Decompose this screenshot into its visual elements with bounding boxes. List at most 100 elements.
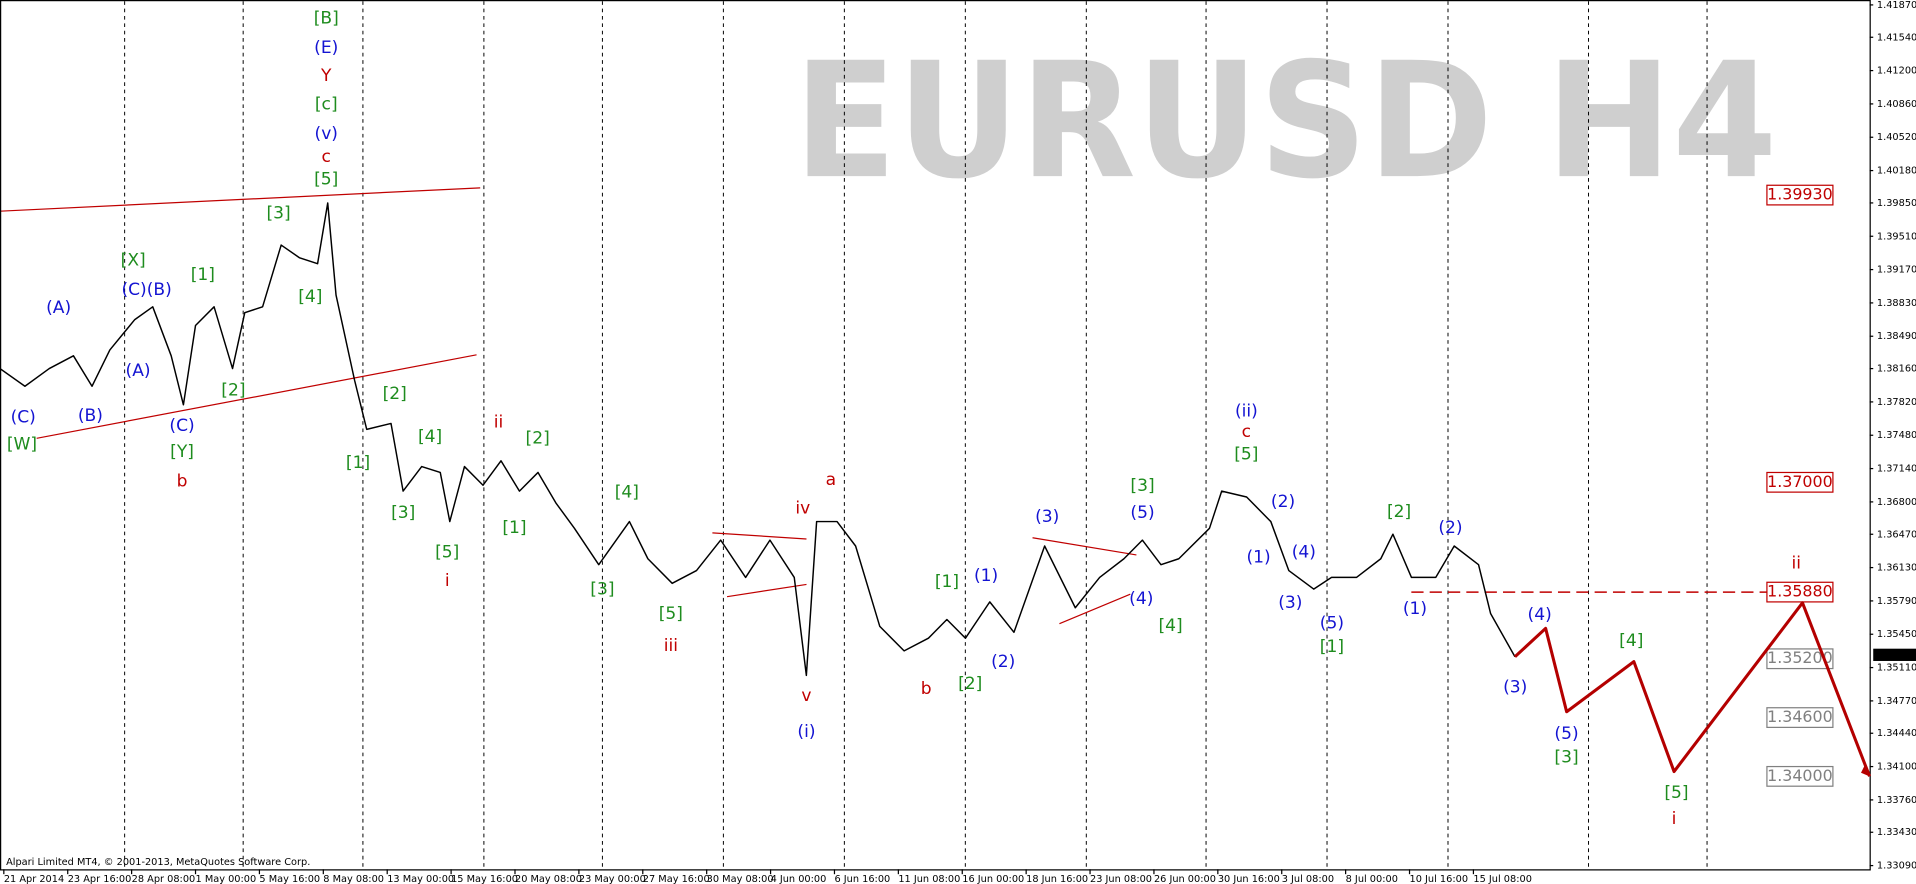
- x-tick-label: 27 May 16:00: [643, 874, 710, 884]
- forecast-line: [1513, 601, 1871, 777]
- x-tick-label: 26 Jun 00:00: [1154, 874, 1216, 884]
- wave-label: [W]: [7, 434, 37, 454]
- x-tick-label: 30 Jun 16:00: [1218, 874, 1280, 884]
- trend-line: [0, 187, 481, 212]
- wave-label: i: [1672, 809, 1677, 829]
- wave-label: [2]: [526, 428, 550, 448]
- x-tick-label: 20 May 08:00: [515, 874, 582, 884]
- wave-label: [2]: [1387, 502, 1411, 522]
- wave-label: (1): [974, 566, 998, 586]
- wave-label: (2): [1438, 518, 1462, 538]
- x-tick-label: 4 Jun 00:00: [771, 874, 827, 884]
- x-tick-label: 5 May 16:00: [259, 874, 320, 884]
- wave-label: Y: [320, 66, 332, 86]
- y-tick-label: 1.34100: [1877, 762, 1916, 773]
- x-tick-label: 11 Jun 08:00: [898, 874, 960, 884]
- period-separators: [124, 1, 1708, 870]
- y-tick-label: 1.34770: [1877, 696, 1916, 707]
- wave-label: (2): [991, 652, 1015, 672]
- wave-label: [1]: [502, 518, 526, 538]
- trend-line: [726, 583, 807, 598]
- level-label: 1.34600: [1767, 707, 1833, 726]
- wave-label: (C)(B): [121, 280, 171, 300]
- level-box: [1766, 581, 1834, 603]
- x-tick-label: 8 May 08:00: [323, 874, 384, 884]
- wave-label: (v): [315, 124, 338, 144]
- wave-label: (3): [1503, 678, 1527, 698]
- y-tick-label: 1.41870: [1877, 0, 1916, 11]
- y-tick-label: 1.35110: [1877, 663, 1916, 674]
- y-tick-label: 1.38160: [1877, 364, 1916, 375]
- level-box: [1766, 471, 1834, 493]
- y-tick-label: 1.37140: [1877, 464, 1916, 475]
- y-tick-label: 1.33430: [1877, 827, 1916, 838]
- trend-line: [712, 532, 807, 540]
- trend-line: [1032, 537, 1137, 556]
- level-label: 1.37000: [1767, 472, 1833, 491]
- wave-label: [3]: [391, 503, 415, 523]
- wave-label: [5]: [1234, 444, 1258, 464]
- forecast-arrowhead: [1861, 765, 1870, 777]
- wave-label: (5): [1554, 724, 1578, 744]
- wave-label: (A): [46, 298, 71, 318]
- y-tick-label: 1.38830: [1877, 298, 1916, 309]
- last-price-label: 1.35240: [1876, 650, 1916, 661]
- wave-label: [5]: [659, 604, 683, 624]
- wave-label: (5): [1320, 614, 1344, 634]
- wave-label: [c]: [315, 94, 338, 114]
- wave-label: b: [921, 679, 932, 699]
- wave-label: (4): [1129, 589, 1153, 609]
- wave-label: [5]: [435, 542, 459, 562]
- wave-label: (ii): [1235, 401, 1258, 421]
- level-box: [1766, 184, 1834, 206]
- wave-label: (1): [1246, 547, 1270, 567]
- wave-label: v: [801, 686, 811, 706]
- wave-label: [3]: [590, 579, 614, 599]
- y-tick-label: 1.41200: [1877, 66, 1916, 77]
- price-line: [0, 202, 1516, 677]
- wave-label: [5]: [1664, 783, 1688, 803]
- wave-label: (C): [169, 416, 194, 436]
- wave-label: iv: [795, 498, 810, 518]
- wave-label: ii: [494, 412, 504, 432]
- level-label: 1.35880: [1767, 582, 1833, 601]
- x-tick-label: 3 Jul 08:00: [1282, 874, 1334, 884]
- wave-label: (3): [1035, 507, 1059, 527]
- wave-label: [2]: [958, 674, 982, 694]
- wave-label: (4): [1528, 605, 1552, 625]
- wave-label: (2): [1271, 492, 1295, 512]
- wave-label: [2]: [221, 380, 245, 400]
- wave-label: (3): [1278, 593, 1302, 613]
- wave-label: [1]: [191, 265, 215, 285]
- x-tick-label: 18 Jun 16:00: [1026, 874, 1088, 884]
- x-tick-label: 10 Jul 16:00: [1410, 874, 1469, 884]
- level-label: 1.34000: [1767, 766, 1833, 785]
- x-tick-label: 6 Jun 16:00: [834, 874, 890, 884]
- x-tick-label: 15 May 16:00: [451, 874, 518, 884]
- x-tick-label: 15 Jul 08:00: [1473, 874, 1532, 884]
- wave-label: [X]: [121, 250, 146, 270]
- watermark-title: EURUSD H4: [794, 28, 1778, 214]
- y-tick-label: 1.36800: [1877, 497, 1916, 508]
- wave-label: [2]: [383, 384, 407, 404]
- trend-line: [36, 354, 477, 439]
- y-tick-label: 1.37820: [1877, 397, 1916, 408]
- y-tick-label: 1.35450: [1877, 629, 1916, 640]
- y-tick-label: 1.33760: [1877, 795, 1916, 806]
- wave-label: (i): [797, 722, 815, 742]
- wave-label: [1]: [935, 572, 959, 592]
- y-tick-label: 1.41540: [1877, 32, 1916, 43]
- x-tick-label: 8 Jul 00:00: [1346, 874, 1398, 884]
- x-tick-label: 23 Jun 08:00: [1090, 874, 1152, 884]
- wave-label: [3]: [266, 204, 290, 224]
- level-label: 1.35200: [1767, 648, 1833, 667]
- wave-label: (4): [1292, 542, 1316, 562]
- wave-label: a: [826, 470, 836, 490]
- y-tick-label: 1.34440: [1877, 728, 1916, 739]
- wave-label: b: [177, 471, 188, 491]
- wave-label: [Y]: [170, 442, 194, 462]
- level-label: 1.39930: [1767, 185, 1833, 204]
